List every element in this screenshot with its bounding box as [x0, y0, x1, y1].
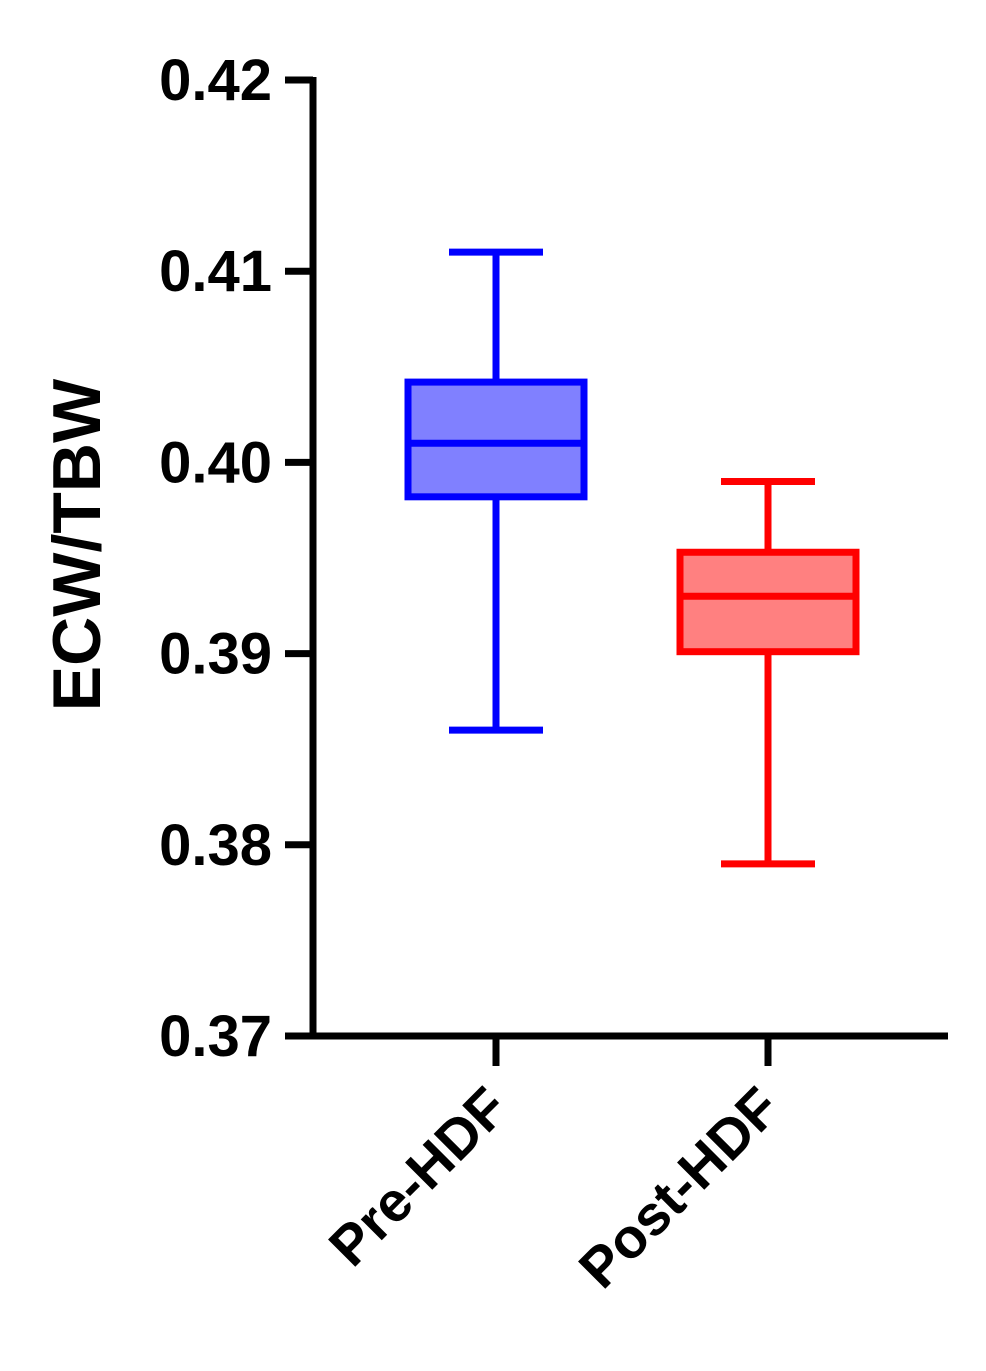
y-tick-label: 0.39: [159, 622, 272, 687]
box: [676, 548, 860, 656]
y-tick-label: 0.40: [159, 430, 272, 495]
y-axis-title: ECW/TBW: [39, 378, 115, 711]
box: [404, 378, 588, 501]
y-tick-label: 0.41: [159, 239, 272, 304]
x-tick-label: Post-HDF: [567, 1075, 792, 1300]
y-tick-label: 0.42: [159, 48, 272, 113]
y-tick-label: 0.38: [159, 813, 272, 878]
x-tick-label: Pre-HDF: [317, 1075, 520, 1278]
y-tick-label: 0.37: [159, 1004, 272, 1069]
